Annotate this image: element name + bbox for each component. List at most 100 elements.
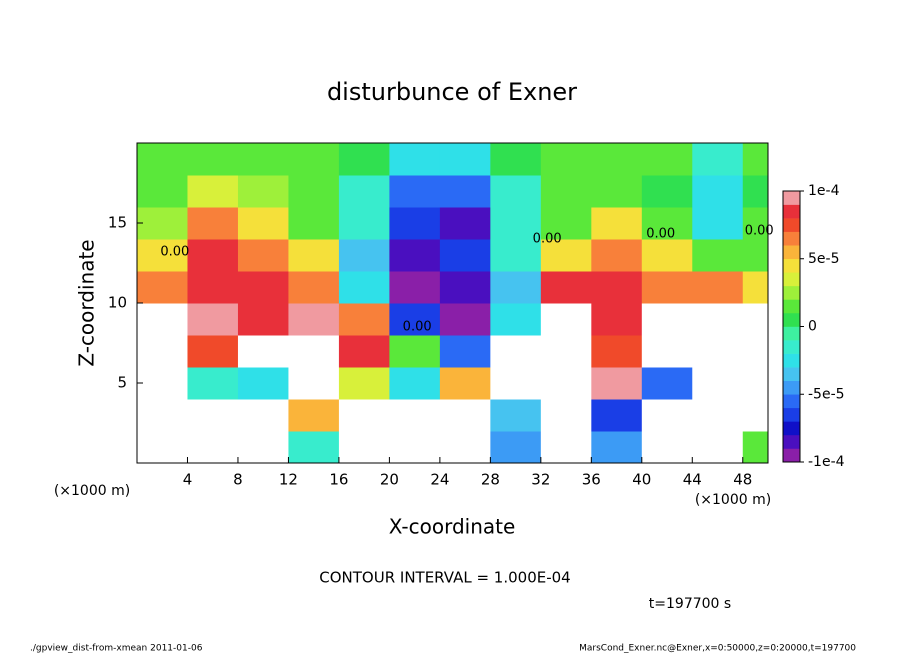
heat-cell: [490, 431, 542, 464]
heat-cell: [540, 143, 592, 176]
heat-cell: [641, 303, 693, 336]
heat-cell: [641, 335, 693, 368]
heat-cell: [389, 303, 441, 336]
heat-cell: [591, 271, 643, 304]
heat-cell: [540, 335, 592, 368]
heat-cell: [439, 239, 491, 272]
heat-cell: [389, 207, 441, 240]
colorbar-swatch: [783, 204, 800, 219]
heat-cell: [641, 143, 693, 176]
y-tick-label: 10: [108, 294, 127, 312]
heat-cell: [591, 303, 643, 336]
heat-cell: [187, 175, 239, 208]
heat-cell: [742, 399, 769, 432]
heat-cell: [490, 367, 542, 400]
footer-right: MarsCond_Exner.nc@Exner,x=0:50000,z=0:20…: [579, 644, 856, 654]
heat-cell: [641, 207, 693, 240]
y-tick-label: 5: [117, 374, 127, 392]
heat-cell: [591, 399, 643, 432]
heat-cell: [439, 399, 491, 432]
chart-title: disturbunce of Exner: [327, 78, 577, 106]
x-tick-label: 48: [733, 471, 752, 489]
heat-cell: [288, 143, 340, 176]
heat-cell: [641, 175, 693, 208]
colorbar-swatch: [783, 407, 800, 422]
heat-cell: [439, 271, 491, 304]
colorbar-swatch: [783, 191, 800, 205]
heat-cell: [439, 431, 491, 464]
x-tick-label: 44: [683, 471, 702, 489]
heat-cell: [237, 367, 289, 400]
heat-cell: [540, 175, 592, 208]
heat-cell: [742, 207, 769, 240]
heat-cell: [591, 367, 643, 400]
colorbar-swatch: [783, 312, 800, 327]
heat-cell: [288, 335, 340, 368]
heat-cell: [641, 271, 693, 304]
heat-cell: [490, 143, 542, 176]
heat-cell: [187, 143, 239, 176]
heat-cell: [439, 175, 491, 208]
heat-cell: [288, 271, 340, 304]
y-axis-label: Z-coordinate: [75, 239, 99, 366]
heat-cell: [338, 303, 390, 336]
heat-cell: [540, 207, 592, 240]
heat-cell: [187, 239, 239, 272]
heat-cell: [540, 271, 592, 304]
heat-cell: [338, 207, 390, 240]
contour-label: 0.00: [646, 227, 675, 242]
time-note: t=197700 s: [649, 596, 731, 612]
heat-cell: [237, 335, 289, 368]
heat-cell: [137, 175, 188, 208]
heat-cell: [187, 271, 239, 304]
colorbar-swatch: [783, 272, 800, 287]
colorbar-label: 1e-4: [808, 183, 840, 199]
heat-cell: [742, 239, 769, 272]
heat-cell: [237, 431, 289, 464]
footer-left: ./gpview_dist-from-xmean 2011-01-06: [30, 644, 203, 654]
colorbar-label: -1e-4: [808, 454, 845, 470]
heat-cell: [389, 367, 441, 400]
heat-cell: [137, 271, 188, 304]
heat-cell: [742, 431, 769, 464]
x-tick-label: 32: [531, 471, 550, 489]
colorbar-swatch: [783, 340, 800, 354]
heat-cell: [439, 335, 491, 368]
colorbar-swatch: [783, 434, 800, 449]
contour-note: CONTOUR INTERVAL = 1.000E-04: [319, 569, 570, 587]
heat-cell: [288, 207, 340, 240]
heat-cell: [137, 431, 188, 464]
heat-cell: [338, 431, 390, 464]
heat-cell: [692, 143, 744, 176]
x-tick-label: 8: [233, 471, 243, 489]
heat-cell: [237, 143, 289, 176]
heat-cell: [389, 335, 441, 368]
x-axis-label: X-coordinate: [389, 515, 516, 539]
x-tick-label: 36: [582, 471, 601, 489]
heat-cell: [439, 303, 491, 336]
colorbar-swatch: [783, 380, 800, 395]
x-tick-label: 12: [279, 471, 298, 489]
heat-cell: [137, 367, 188, 400]
heat-cell: [137, 335, 188, 368]
heat-cell: [439, 143, 491, 176]
heat-cell: [389, 399, 441, 432]
heat-cell: [692, 239, 744, 272]
heat-cell: [692, 175, 744, 208]
colorbar-label: -5e-5: [808, 386, 845, 402]
plot-area: 0.000.000.00 0.00 0.004 8 12 16 20 24 28 32 36 40 44…: [108, 142, 845, 489]
heat-cell: [540, 431, 592, 464]
contour-label: 0.00: [160, 244, 189, 259]
heat-cell: [692, 367, 744, 400]
heat-cell: [591, 335, 643, 368]
heat-cell: [540, 367, 592, 400]
heat-cell: [137, 207, 188, 240]
heat-cell: [439, 367, 491, 400]
y-tick-label: 15: [108, 214, 127, 232]
heat-cell: [439, 207, 491, 240]
heat-cell: [540, 239, 592, 272]
colorbar-swatch: [783, 258, 800, 273]
heat-cell: [288, 175, 340, 208]
heat-cell: [237, 207, 289, 240]
